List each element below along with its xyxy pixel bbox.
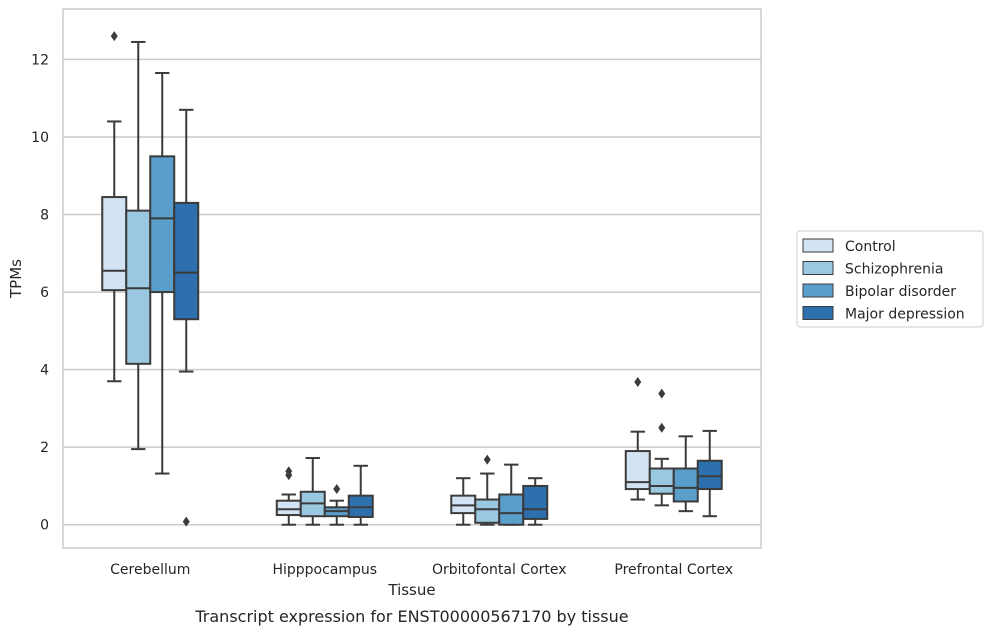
chart-caption: Transcript expression for ENST0000056717… (194, 607, 628, 626)
box-group (696, 429, 723, 518)
box (498, 493, 525, 526)
box-group (522, 477, 549, 526)
box-group (275, 466, 302, 526)
box-group (347, 464, 374, 526)
legend-swatch (802, 306, 834, 320)
box (173, 201, 200, 321)
legend-label: Major depression (845, 307, 965, 323)
box (474, 498, 501, 524)
y-tick-label: 4 (40, 363, 49, 379)
legend-swatch (802, 238, 834, 253)
y-tick-label: 12 (31, 52, 49, 68)
box-group (173, 108, 200, 527)
outlier-point (110, 31, 118, 42)
x-tick-label: Orbitofontal Cortex (432, 562, 567, 578)
legend-label: Schizophrenia (845, 262, 943, 278)
legend-label: Control (845, 239, 896, 255)
box (101, 196, 128, 292)
y-tick-label: 10 (31, 130, 49, 146)
outlier-point (285, 466, 293, 477)
x-tick-label: Cerebellum (110, 562, 190, 578)
box-group (101, 31, 128, 383)
box-group (498, 463, 525, 526)
box-group (299, 457, 326, 526)
outlier-point (333, 484, 341, 495)
plot-frame (62, 8, 762, 549)
y-tick-label: 8 (40, 208, 49, 224)
outlier-point (634, 377, 642, 388)
outlier-point (182, 516, 190, 527)
box (275, 499, 302, 517)
outlier-point (658, 388, 666, 399)
legend: Control Schizophrenia Bipolar disorder Majo… (796, 230, 984, 328)
y-tick-label: 6 (40, 285, 49, 301)
box-group (323, 484, 350, 526)
box (672, 467, 699, 503)
x-tick-label: Hipppocampus (272, 562, 377, 578)
outlier-point (658, 422, 666, 433)
y-tick-labels: 0 2 4 6 8 10 12 (31, 52, 49, 533)
box (149, 155, 176, 294)
box (624, 450, 651, 491)
legend-label: Bipolar disorder (845, 284, 956, 300)
box-groups (101, 31, 723, 527)
legend-frame (796, 230, 984, 328)
box-group (648, 388, 675, 507)
x-tick-label: Prefrontal Cortex (614, 562, 733, 578)
box (648, 467, 675, 495)
box (522, 484, 549, 520)
legend-swatch (802, 261, 834, 275)
y-tick-label: 0 (40, 518, 49, 534)
box (696, 459, 723, 491)
y-axis-label: TPMs (7, 259, 25, 299)
x-axis-label: Tissue (387, 581, 435, 599)
outlier-point (483, 454, 491, 465)
y-tick-label: 2 (40, 440, 49, 456)
x-tick-labels: Cerebellum Hipppocampus Orbitofontal Corte… (110, 562, 733, 578)
box-group (474, 454, 501, 526)
box-group (125, 40, 152, 451)
legend-swatch (802, 283, 834, 298)
